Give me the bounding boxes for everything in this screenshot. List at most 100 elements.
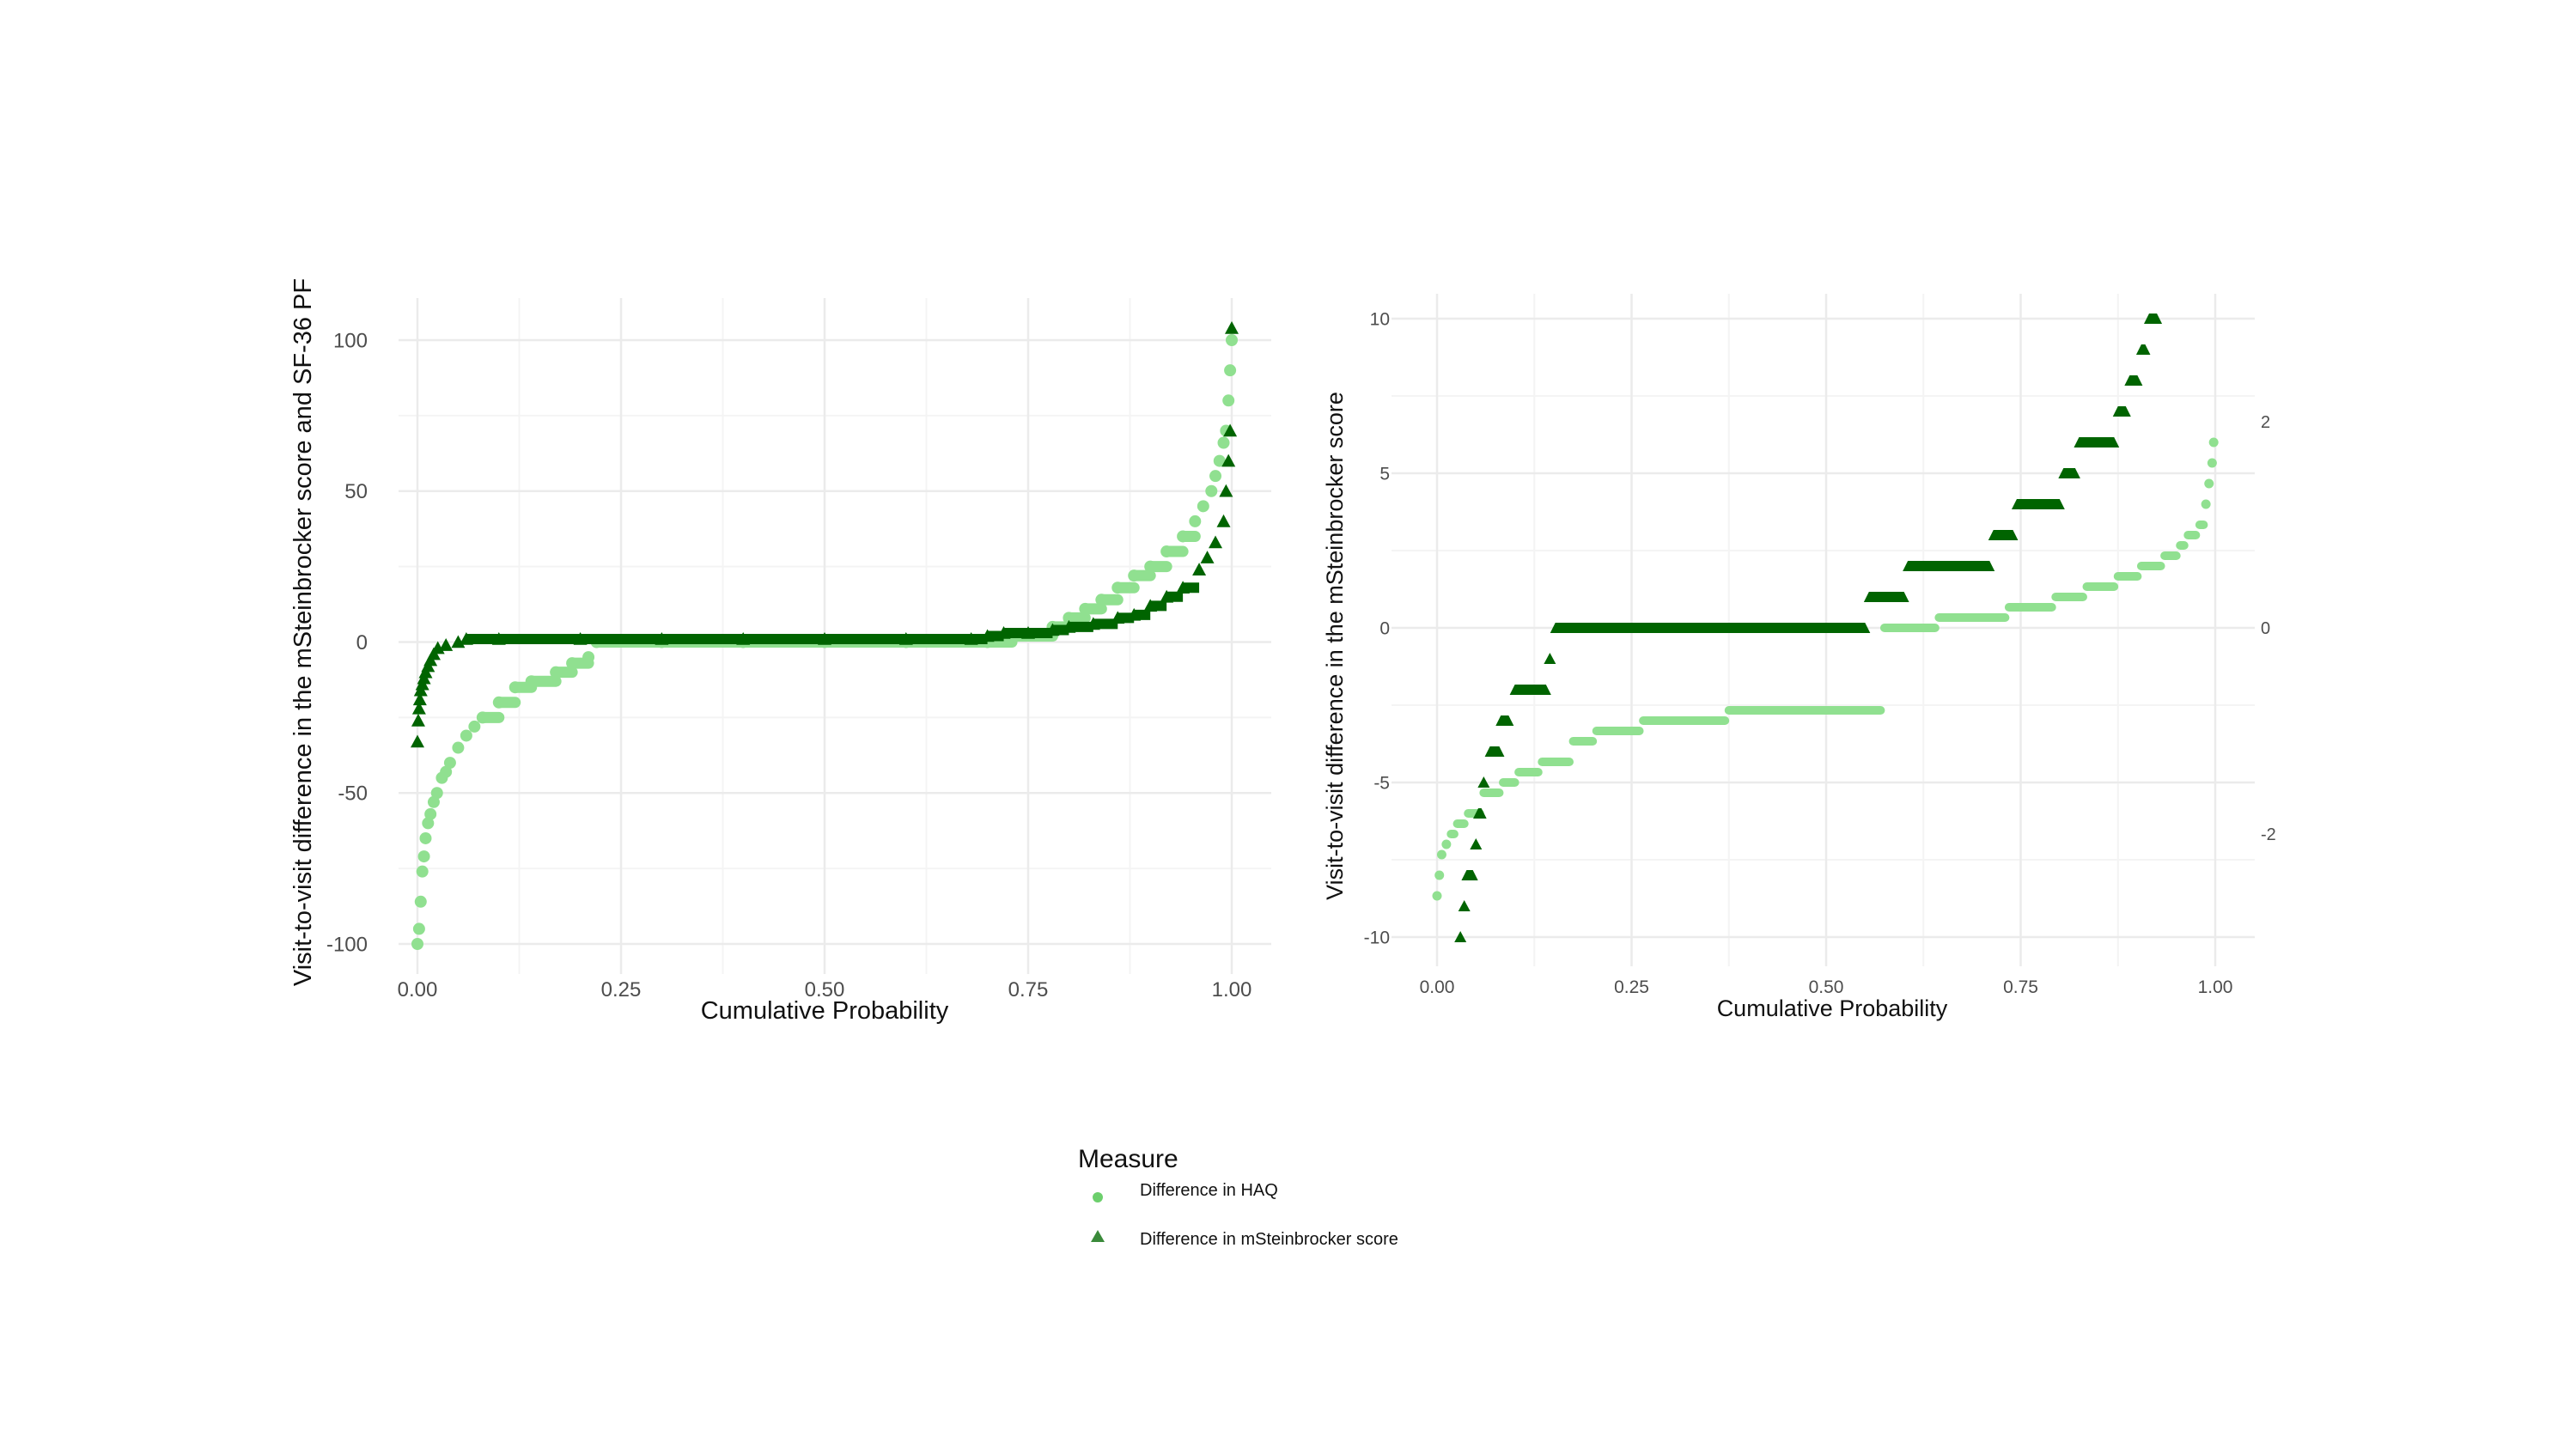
y-tick-label: 50 [344,480,368,503]
msteinbrocker-point [411,734,424,748]
x-tick-label: 1.00 [1212,978,1252,1002]
left-chart-panel: -100 -50 0 50 100 0.00 0.25 0.50 0.75 1.00 Cumul… [289,278,1271,1025]
y-tick-label: -100 [326,933,368,956]
right-x-axis-title: Cumulative Probability [1717,995,1948,1021]
haq-point [424,807,437,820]
y-tick-label: 0 [1379,618,1390,638]
msteinbrocker-point [1544,653,1556,664]
haq-point [1189,514,1202,527]
left-y-tick-labels: -100 -50 0 50 100 [326,329,368,956]
haq-point [416,865,429,878]
msteinbrocker-point [411,713,425,727]
haq-point [452,741,465,754]
haq-point [1441,839,1452,849]
haq-point [414,895,427,908]
haq-point [2207,458,2217,468]
haq-point [460,729,472,742]
msteinbrocker-point [1200,551,1215,563]
right-msteinbrocker-series [1454,314,2163,942]
haq-point [468,720,481,733]
msteinbrocker-point [1223,423,1238,437]
haq-point [443,757,456,770]
msteinbrocker-step [1988,530,2019,540]
msteinbrocker-point [1470,838,1483,849]
haq-point [430,787,443,800]
y2-tick-label: 2 [2261,413,2270,432]
right-y-axis-title: Visit-to-visit difference in the mSteinb… [1322,392,1348,900]
x-tick-label: 1.00 [2198,977,2233,997]
haq-point [427,795,440,808]
msteinbrocker-step [2135,344,2151,355]
msteinbrocker-point [1216,514,1231,527]
legend-title: Measure [1078,1145,1178,1173]
msteinbrocker-point [1192,563,1207,575]
msteinbrocker-step [2143,314,2163,324]
haq-point [1205,484,1218,497]
msteinbrocker-step [1550,623,1871,633]
msteinbrocker-step [2058,468,2080,478]
msteinbrocker-point [1477,776,1490,788]
msteinbrocker-point [1225,320,1239,334]
haq-point [440,765,453,778]
msteinbrocker-step [2112,406,2131,417]
right-y-tick-labels: -10 -5 0 5 10 [1364,309,1390,947]
left-x-axis-title: Cumulative Probability [701,997,949,1025]
haq-point [1197,500,1209,513]
right-x-tick-labels: 0.00 0.25 0.50 0.75 1.00 [1420,977,2233,997]
haq-point [2208,437,2219,447]
haq-point [417,850,430,863]
msteinbrocker-step [1495,715,1514,726]
right-chart-panel: -10 -5 0 5 10 -2 0 2 0.00 0.25 0.50 0.75 1.00 Cumu… [1322,294,2276,1021]
haq-point [419,831,432,844]
msteinbrocker-point [411,701,426,715]
y-tick-label: -50 [338,782,368,806]
msteinbrocker-point [1454,931,1467,942]
haq-point [1226,334,1238,346]
msteinbrocker-step [1484,746,1505,757]
haq-point [412,922,425,935]
haq-point [1432,891,1442,901]
y2-tick-label: 0 [2261,619,2270,638]
msteinbrocker-point [1219,484,1233,497]
haq-point [411,938,423,950]
x-tick-label: 0.25 [601,978,642,1002]
msteinbrocker-step [1903,561,1995,571]
msteinbrocker-step [2074,437,2120,447]
msteinbrocker-point [439,638,454,651]
x-tick-label: 0.00 [1420,977,1455,997]
msteinbrocker-step [1863,592,1909,602]
right-secondary-y-tick-labels: -2 0 2 [2261,413,2276,844]
legend-circle-icon [1093,1192,1103,1202]
haq-point [1436,849,1446,860]
x-tick-label: 0.50 [805,978,845,1002]
haq-point [1209,470,1222,483]
haq-point [1434,870,1445,880]
y-tick-label: -5 [1373,773,1390,793]
msteinbrocker-step [1509,685,1551,695]
legend-label-haq: Difference in HAQ [1140,1181,1278,1200]
y-tick-label: -10 [1364,928,1390,947]
msteinbrocker-step [2011,499,2065,509]
left-y-axis-title: Visit-to-visit difference in the mSteinb… [289,278,317,986]
x-tick-label: 0.00 [398,978,438,1002]
y-tick-label: 100 [333,329,368,352]
msteinbrocker-step [1473,808,1487,819]
msteinbrocker-point [1221,454,1236,467]
x-tick-label: 0.25 [1614,977,1649,997]
msteinbrocker-step [1461,870,1478,880]
legend-label-msteinbrocker: Difference in mSteinbrocker score [1140,1230,1398,1249]
haq-point [1213,454,1226,467]
x-tick-label: 0.75 [2003,977,2038,997]
right-gridlines [1392,294,2255,966]
haq-point [2204,478,2214,489]
y-tick-label: 5 [1379,464,1390,484]
left-x-tick-labels: 0.00 0.25 0.50 0.75 1.00 [398,978,1252,1002]
haq-point [1224,364,1237,377]
haq-point [1222,394,1235,407]
haq-point [422,817,435,830]
x-tick-label: 0.50 [1809,977,1844,997]
legend-triangle-icon [1091,1230,1105,1242]
y-tick-label: 10 [1370,309,1390,329]
y2-tick-label: -2 [2261,825,2276,844]
